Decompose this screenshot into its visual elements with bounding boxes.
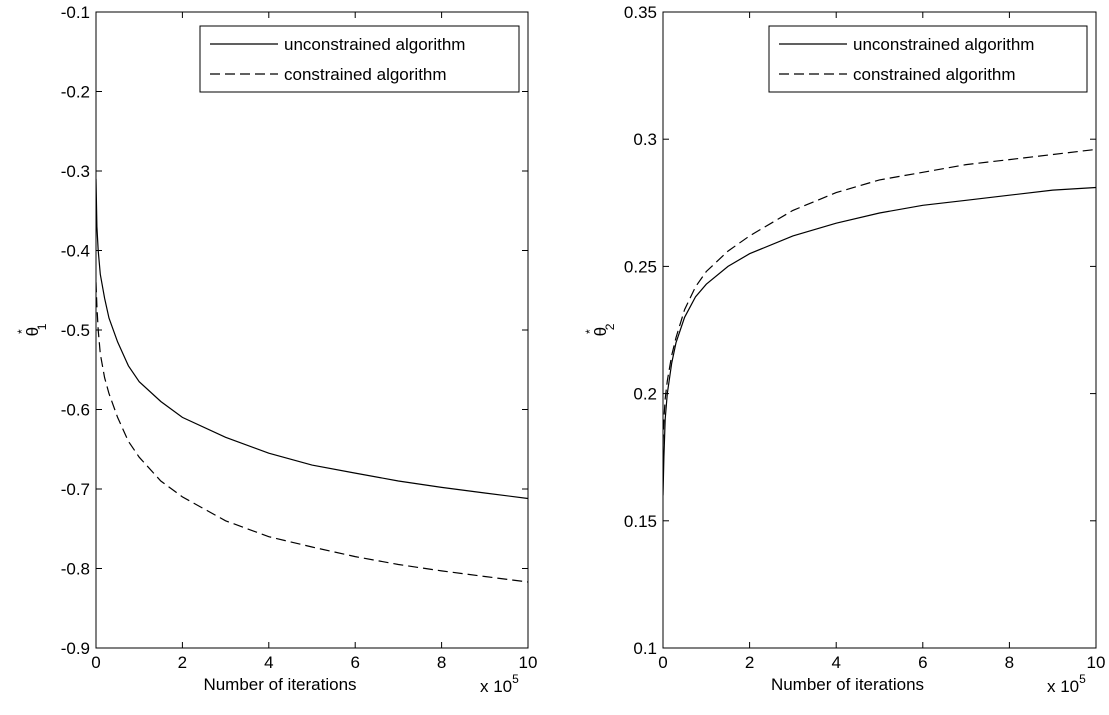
- legend-label: constrained algorithm: [853, 65, 1016, 84]
- x-tick-label: 2: [745, 653, 754, 672]
- chart-panel-2: 0 2 4 6 8 10 0.35 0.3 0.25 0.2 0.15 0.1 Number of it…: [583, 3, 1105, 696]
- y-tick-label: -0.8: [61, 560, 90, 579]
- y-tick-label: 0.3: [633, 130, 657, 149]
- y-tick-label: -0.6: [61, 401, 90, 420]
- x-tick-label: 6: [918, 653, 927, 672]
- legend-label: constrained algorithm: [284, 65, 447, 84]
- series-line-unconstrained-algorithm: [663, 186, 1096, 496]
- plot-frame: [662, 11, 1097, 649]
- legend-label: unconstrained algorithm: [284, 35, 465, 54]
- y-tick-label: -0.2: [61, 83, 90, 102]
- y-tick-label: 0.2: [633, 385, 657, 404]
- x-tick-label: 0: [91, 653, 100, 672]
- y-tick-label: -0.7: [61, 480, 90, 499]
- y-tick-label: -0.4: [61, 242, 90, 261]
- plot-frame: [95, 11, 529, 649]
- series-line-unconstrained-algorithm: [96, 178, 528, 500]
- x-tick-label: 10: [519, 653, 538, 672]
- y-tick-label: 0.25: [624, 257, 657, 276]
- x-tick-label: 6: [350, 653, 359, 672]
- y-tick-label: 0.1: [633, 639, 657, 658]
- y-tick-label: -0.1: [61, 3, 90, 22]
- legend-box: [199, 25, 520, 93]
- x-axis-multiplier: x 105: [1047, 672, 1086, 696]
- y-axis-label: θ*1: [15, 323, 49, 336]
- x-tick-label: 4: [264, 653, 273, 672]
- legend-box: [768, 25, 1088, 93]
- x-axis-label: Number of iterations: [203, 675, 356, 694]
- series-line-constrained-algorithm: [663, 148, 1096, 445]
- x-axis-label: Number of iterations: [771, 675, 924, 694]
- y-axis-label: θ*2: [583, 323, 617, 336]
- chart-panel-1: 0 2 4 6 8 10 -0.1 -0.2 -0.3 -0.4 -0.5 -0.6 -0.7 -0.8 -…: [15, 3, 537, 696]
- x-tick-label: 8: [1005, 653, 1014, 672]
- y-tick-label: -0.9: [61, 639, 90, 658]
- x-axis-multiplier: x 105: [480, 672, 519, 696]
- series-line-constrained-algorithm: [96, 282, 528, 583]
- y-tick-label: -0.3: [61, 162, 90, 181]
- x-tick-label: 2: [178, 653, 187, 672]
- y-tick-label: 0.15: [624, 512, 657, 531]
- x-tick-label: 10: [1087, 653, 1106, 672]
- x-tick-label: 4: [831, 653, 840, 672]
- x-tick-label: 8: [437, 653, 446, 672]
- legend-label: unconstrained algorithm: [853, 35, 1034, 54]
- y-tick-label: -0.5: [61, 321, 90, 340]
- y-tick-label: 0.35: [624, 3, 657, 22]
- x-tick-label: 0: [658, 653, 667, 672]
